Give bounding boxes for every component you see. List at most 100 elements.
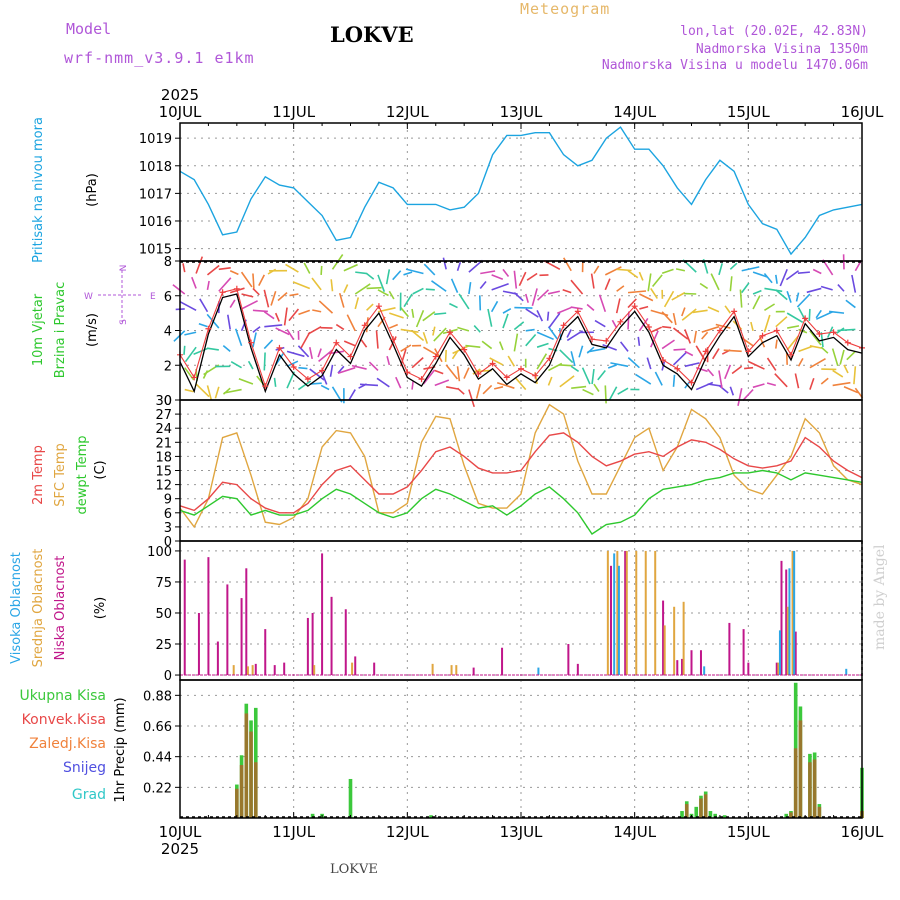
wind-arrow [475,383,482,399]
wind-arrow [286,371,296,389]
wind-arrow [457,387,465,395]
y-tick-label: 0 [164,394,172,409]
wind-arrow [343,284,349,293]
wind-arrow [179,301,197,312]
wind-gust-marker [773,327,780,334]
wind-arrow [661,311,673,324]
wind-arrow [794,373,800,389]
wind-unit: (m/s) [85,313,100,347]
wind-arrow [234,328,243,347]
precip-convective-bar [235,788,239,819]
wind-arrow [675,268,686,272]
y-tick-label: 2 [164,359,172,374]
wind-arrow [368,361,379,372]
y-tick-label: 75 [155,576,172,591]
wind-arrow [195,383,210,398]
wind-arrow [489,357,504,366]
cloud-mid-bar [625,550,628,676]
wind-arrow [693,330,698,343]
wind-arrow [431,280,447,292]
y-tick-label: 6 [164,290,172,305]
wind-arrow [206,385,213,401]
wind-arrow [797,271,810,274]
cloud-low-bar [742,629,745,676]
cloud-high-bar [537,667,540,675]
wind-arrow [198,323,208,328]
wind-arrow [548,362,563,372]
y-tick-label: 21 [155,436,172,451]
wind-arrow [184,388,194,393]
wind-gust-marker [219,289,226,296]
wind-arrow [451,350,459,360]
wind-arrow [739,289,743,308]
wind-arrow [490,300,499,313]
y-tick-label: 0 [164,669,172,684]
wind-arrow [183,345,186,355]
compass-north: N [119,265,129,272]
wind-arrow [238,378,254,385]
precip-convective-bar [244,713,249,818]
cloud-low-bar [264,629,267,676]
dewpoint-line [179,469,863,535]
wind-gust-marker [645,324,652,331]
wind-arrow [635,373,652,385]
wind-arrow [741,266,760,272]
wind-arrow [389,323,399,329]
wind-arrow [684,350,694,357]
wind-arrow [812,268,822,275]
wind-arrow [277,292,288,302]
x-tick-label-bottom: 13JUL [500,823,543,841]
wind-arrow [710,273,720,291]
wind-gust-marker [546,355,553,362]
wind-arrow [502,268,510,277]
wind-arrow [637,336,641,346]
wind-arrow [764,287,783,293]
panel-frame [179,679,863,819]
cloud-mid-bar [673,606,676,676]
wind-arrow [318,300,334,314]
wind-arrow [229,269,239,276]
wind-arrow [343,340,356,347]
cloud-low-bar [785,569,788,676]
wind-speed-line [179,293,863,394]
x-tick-label-top: 10JUL [159,103,202,121]
wind-arrow [230,361,242,369]
footer-station: LOKVE [330,862,378,877]
precip-total-bar [722,815,727,819]
wind-arrow [337,366,356,374]
wind-arrow [377,274,386,292]
y-tick-label: 15 [155,465,172,480]
wind-arrow [193,347,208,356]
compass-cross [98,270,143,322]
wind-arrow [616,268,632,272]
wind-arrow [832,381,851,387]
wind-arrow [570,279,584,295]
wind-arrow [513,270,518,289]
wind-gust-marker [603,337,610,344]
y-tick-label: 1017 [139,187,172,202]
cloud-low-bar [273,665,276,676]
wind-gust-marker [674,365,681,372]
precip-convective-bar [699,798,703,818]
wind-arrow [706,368,715,377]
wind-arrow [494,386,504,390]
cloud-low-bar [567,644,570,676]
y-tick-label: 0.44 [143,751,172,766]
wind-gust-marker [731,308,738,315]
wind-gust-marker [304,376,311,383]
wind-gust-marker [347,353,354,360]
wind-arrow [354,297,360,310]
wind-arrow [815,311,833,320]
cloud-low-bar [699,650,702,676]
wind-arrow [536,309,544,322]
precip-convective-bar [812,759,817,818]
wind-arrow [386,356,391,366]
y-tick-label: 1016 [139,215,172,230]
wind-arrow [337,365,345,374]
cloud-low-title: Niska Oblacnost [53,556,68,661]
cloud-high-bar [793,550,796,676]
wind-arrow [422,311,436,322]
sfc-temp-line [179,403,863,529]
wind-arrow [366,303,374,311]
wind-arrow [392,270,402,281]
